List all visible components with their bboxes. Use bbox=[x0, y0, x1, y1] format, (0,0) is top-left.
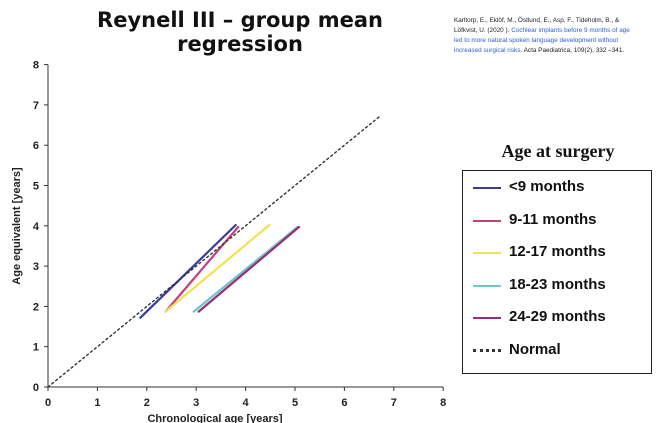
legend-swatch bbox=[473, 317, 501, 319]
y-tick-label: 5 bbox=[33, 181, 39, 193]
y-tick-label: 1 bbox=[33, 342, 39, 354]
legend-swatch bbox=[473, 187, 501, 189]
series-line-18-23-months bbox=[192, 225, 299, 313]
series-line-normal bbox=[47, 116, 380, 388]
y-tick-label: 4 bbox=[33, 221, 40, 233]
legend-label: 24-29 months bbox=[509, 308, 606, 325]
citation-link-2[interactable]: led to more natural spoken language deve… bbox=[454, 37, 619, 44]
legend-label: <9 months bbox=[509, 178, 585, 195]
series-line-9-months bbox=[139, 223, 237, 319]
y-tick-label: 2 bbox=[33, 301, 39, 313]
series-line-12-17-months bbox=[164, 223, 271, 313]
y-tick-label: 7 bbox=[33, 100, 39, 112]
legend-item: 12-17 months bbox=[473, 240, 651, 266]
legend: <9 months 9-11 months 12-17 months 18-23 mo… bbox=[462, 170, 652, 374]
legend-label: 18-23 months bbox=[509, 275, 606, 293]
x-tick-label: 8 bbox=[440, 397, 446, 409]
legend-item: 24-29 months bbox=[473, 305, 651, 331]
series-layer bbox=[47, 116, 380, 388]
citation-line2: Löfkvist, U. (2020 ). Cochlear implants … bbox=[454, 26, 660, 36]
citation-authors: Karltorp, E., Eklöf, M., Östlund, E., As… bbox=[454, 17, 620, 24]
y-axis-label: Age equivalent [years] bbox=[11, 167, 23, 285]
y-tick-label: 6 bbox=[33, 140, 39, 152]
citation-line4: increased surgical risks. Acta Paediatri… bbox=[454, 46, 660, 56]
citation-journal: . Acta Paediatrica, 109(2), 332 –341. bbox=[520, 47, 625, 54]
citation: Karltorp, E., Eklöf, M., Östlund, E., As… bbox=[454, 16, 660, 56]
legend-label: 9-11 months bbox=[509, 210, 597, 228]
legend-item: 18-23 months bbox=[473, 273, 651, 299]
y-tick-label: 0 bbox=[33, 382, 39, 394]
x-tick-label: 0 bbox=[45, 397, 51, 409]
citation-link-1[interactable]: Cochlear implants before 9 months of age bbox=[511, 27, 630, 34]
x-tick-label: 4 bbox=[243, 397, 250, 409]
legend-swatch bbox=[473, 348, 501, 352]
x-tick-label: 5 bbox=[292, 397, 298, 409]
citation-authors-cont: Löfkvist, U. (2020 ). bbox=[454, 27, 510, 34]
legend-label: 12-17 months bbox=[509, 243, 606, 260]
legend-swatch bbox=[473, 219, 501, 222]
legend-item: Normal bbox=[473, 338, 651, 364]
x-tick-label: 1 bbox=[94, 397, 100, 409]
legend-item: 9-11 months bbox=[473, 208, 651, 234]
series-line-9-11-months bbox=[164, 225, 240, 313]
citation-link-3[interactable]: increased surgical risks bbox=[454, 47, 521, 54]
legend-label: Normal bbox=[509, 340, 561, 358]
x-tick-label: 7 bbox=[391, 397, 397, 409]
x-tick-label: 3 bbox=[193, 397, 199, 409]
legend-swatch bbox=[473, 284, 501, 287]
series-line-24-29-months bbox=[197, 225, 301, 313]
chart-axes bbox=[44, 64, 444, 391]
chart-title: Reynell III – group mean regression bbox=[97, 8, 383, 56]
legend-title: Age at surgery bbox=[501, 141, 615, 161]
x-axis-label: Chronological age [years] bbox=[147, 413, 282, 423]
legend-swatch bbox=[473, 252, 501, 254]
x-tick-label: 2 bbox=[144, 397, 150, 409]
y-tick-label: 3 bbox=[33, 261, 39, 273]
y-tick-label: 8 bbox=[33, 60, 39, 72]
x-tick-label: 6 bbox=[341, 397, 347, 409]
tick-labels: 0 1 2 3 4 5 6 7 8 0 1 2 3 4 5 6 7 8 bbox=[33, 60, 446, 409]
legend-item: <9 months bbox=[473, 175, 651, 201]
